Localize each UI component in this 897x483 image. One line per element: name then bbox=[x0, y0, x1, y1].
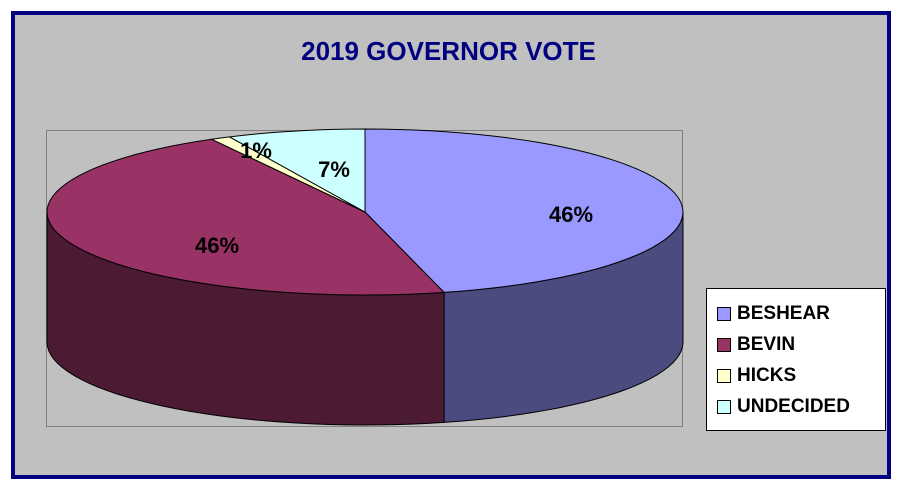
legend-swatch bbox=[717, 306, 731, 321]
legend: BESHEAR BEVIN HICKS UNDECIDED bbox=[706, 288, 886, 431]
legend-swatch bbox=[717, 399, 731, 414]
legend-label: UNDECIDED bbox=[737, 395, 850, 417]
slice-label-beshear: 46% bbox=[549, 202, 593, 227]
slice-label-undecided: 7% bbox=[318, 157, 350, 182]
legend-entry-bevin: BEVIN bbox=[717, 329, 885, 360]
slice-label-hicks: 1% bbox=[240, 138, 272, 163]
slice-bevin bbox=[46, 138, 446, 296]
slice-beshear bbox=[364, 128, 684, 293]
legend-entry-hicks: HICKS bbox=[717, 360, 885, 391]
slice-label-bevin: 46% bbox=[195, 233, 239, 258]
legend-entry-beshear: BESHEAR bbox=[717, 298, 885, 329]
legend-label: HICKS bbox=[737, 364, 797, 386]
legend-entry-undecided: UNDECIDED bbox=[717, 391, 885, 422]
legend-swatch bbox=[717, 337, 731, 352]
legend-label: BEVIN bbox=[737, 333, 796, 355]
legend-label: BESHEAR bbox=[737, 302, 830, 324]
legend-swatch bbox=[717, 368, 731, 383]
slice-undecided bbox=[227, 128, 366, 213]
chart-title: 2019 GOVERNOR VOTE bbox=[301, 36, 596, 66]
